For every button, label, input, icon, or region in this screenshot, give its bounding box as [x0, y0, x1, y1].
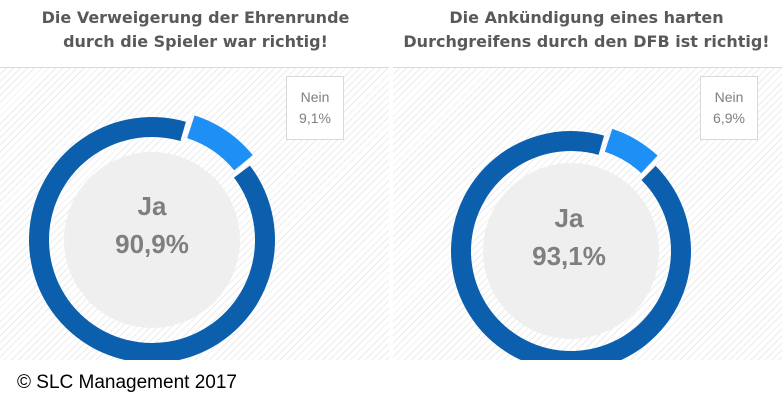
callout-left-label: Nein	[300, 89, 330, 105]
donut-slice-nein-right	[604, 128, 658, 174]
chart-title-right-line2: Durchgreifens durch den DFB ist richtig!	[403, 32, 770, 51]
callout-right-value: 6,9%	[713, 110, 745, 126]
donut-center-disk-right	[483, 163, 659, 339]
donut-slices-left	[29, 115, 275, 360]
chart-title-right-line1: Die Ankündigung eines harten	[449, 8, 724, 27]
chart-title-right: Die Ankündigung eines harten Durchgreife…	[391, 6, 782, 54]
donut-chart-left	[29, 115, 275, 360]
center-label-right-category: Ja	[554, 203, 584, 233]
donut-chart-right	[451, 128, 691, 360]
chart-panel-right: Ja 93,1% Nein 6,9%	[393, 67, 782, 360]
callout-right-label: Nein	[714, 89, 744, 105]
callout-left: Nein 9,1%	[286, 76, 344, 140]
center-label-left-category: Ja	[137, 191, 167, 221]
callout-left-value: 9,1%	[299, 110, 331, 126]
center-label-right: Ja 93,1%	[479, 199, 659, 275]
center-label-left-value: 90,9%	[115, 229, 189, 259]
chart-title-left-line1: Die Verweigerung der Ehrenrunde	[41, 8, 350, 27]
donut-slice-nein-left	[187, 115, 253, 171]
chart-title-left: Die Verweigerung der Ehrenrunde durch di…	[0, 6, 391, 54]
donut-slices-right	[451, 128, 691, 360]
center-label-right-value: 93,1%	[532, 241, 606, 271]
donut-center-disk-left	[64, 152, 240, 328]
copyright-text: © SLC Management 2017	[17, 372, 237, 393]
chart-title-left-line2: durch die Spieler war richtig!	[63, 32, 328, 51]
center-label-left: Ja 90,9%	[62, 187, 242, 263]
chart-panel-left: Ja 90,9% Nein 9,1%	[0, 67, 389, 360]
callout-right: Nein 6,9%	[700, 76, 758, 140]
